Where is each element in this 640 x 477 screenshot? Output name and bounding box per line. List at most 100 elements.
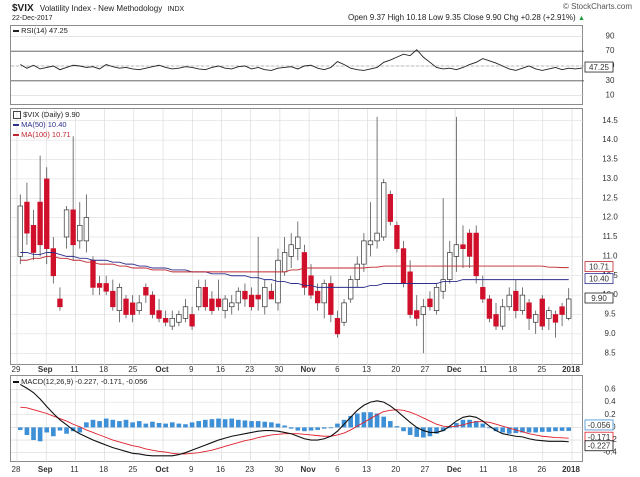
rsi-legend-icon — [13, 30, 19, 33]
price-panel — [10, 108, 584, 366]
price-ytick-label: 8.5 — [604, 348, 616, 357]
price-ytick-label: 14.5 — [602, 116, 618, 125]
candle-down — [209, 298, 215, 311]
price-ytick-label: 13.0 — [602, 174, 618, 183]
candle-down — [268, 290, 275, 300]
macd-panel — [10, 375, 584, 463]
macd-histogram-bar — [321, 427, 327, 429]
candle-down — [414, 310, 420, 319]
macd-histogram-bar — [454, 422, 459, 428]
candle-down — [90, 259, 96, 288]
macd-histogram-bar — [196, 421, 202, 428]
candle-up — [420, 306, 427, 315]
ohlc-quote: Open 9.37 High 10.18 Low 9.35 Close 9.90… — [348, 13, 576, 22]
macd-histogram-bar — [163, 423, 168, 428]
candle-up — [546, 310, 552, 319]
candle-up — [83, 217, 90, 242]
macd-value-tag: -0.171 — [588, 433, 611, 442]
candle-down — [486, 298, 493, 319]
macd-histogram-bar — [216, 418, 221, 428]
candle-up — [17, 205, 23, 257]
macd-line — [20, 383, 569, 457]
macd-histogram-bar — [288, 427, 294, 429]
candle-down — [539, 298, 545, 327]
macd-histogram-bar — [526, 427, 532, 433]
macd-histogram-bar — [229, 418, 235, 428]
macd-histogram-bar — [44, 427, 50, 433]
rsi-value-tag-box — [584, 61, 614, 73]
candle-up — [532, 314, 539, 323]
macd-histogram-bar — [156, 422, 162, 428]
candle-down — [526, 302, 532, 319]
macd-histogram-bar — [275, 423, 281, 428]
macd-histogram-bar — [130, 422, 135, 428]
macd-histogram-bar — [328, 427, 334, 429]
macd-histogram-bar — [31, 427, 36, 441]
macd-histogram-bar — [394, 426, 400, 428]
candle-down — [162, 318, 169, 323]
price-xtick-label: Oct — [155, 365, 169, 374]
candle-up — [374, 232, 380, 242]
candle-down — [30, 225, 37, 253]
candle-down — [189, 314, 195, 327]
candle-up — [347, 279, 354, 300]
macd-histogram-bar — [381, 416, 387, 428]
watermark: © StockCharts.com — [562, 2, 632, 11]
macd-histogram-bar — [473, 421, 479, 428]
macd-histogram-bar — [84, 422, 89, 428]
macd-signal-line — [20, 406, 569, 455]
ma100-legend-icon — [13, 134, 19, 137]
candle-down — [50, 248, 57, 277]
candle-up — [169, 318, 175, 327]
macd-xtick-label: 9 — [189, 465, 194, 474]
price-xtick-label: 13 — [362, 365, 371, 374]
index-name: Volatility Index - New Methodology — [39, 4, 163, 13]
candle-down — [248, 294, 255, 308]
macd-histogram-bar — [480, 423, 486, 428]
up-arrow-icon: ▲ — [577, 15, 585, 22]
candle-up — [499, 306, 506, 327]
macd-histogram-bar — [64, 427, 69, 434]
macd-chart — [11, 376, 584, 463]
macd-legend: MACD(12,26,9) -0.227, -0.171, -0.056 — [13, 377, 147, 386]
macd-histogram-bar — [143, 423, 149, 428]
macd-histogram-bar — [269, 422, 274, 428]
price-value-tag: 10.40 — [589, 275, 610, 284]
price-value-tag: 10.71 — [589, 263, 610, 272]
candle-up — [116, 287, 123, 311]
price-xtick-label: 11 — [70, 365, 79, 374]
macd-xtick-label: Sep — [38, 465, 53, 474]
price-xtick-label: 30 — [274, 365, 283, 374]
macd-histogram-bar — [354, 413, 360, 428]
price-xtick-label: 20 — [391, 365, 400, 374]
macd-histogram-bar — [249, 421, 254, 428]
macd-histogram-bar — [308, 427, 314, 431]
macd-ytick-label: 0.4 — [604, 397, 616, 406]
macd-histogram-bar — [434, 427, 439, 434]
macd-xtick-label: 25 — [128, 465, 137, 474]
macd-histogram-bar — [255, 421, 261, 428]
price-value-tag-box — [584, 292, 614, 304]
candle-down — [143, 287, 149, 296]
candle-down — [110, 290, 116, 308]
candle-up — [354, 263, 360, 280]
price-xtick-label: 23 — [245, 365, 254, 374]
candle-up — [222, 298, 228, 311]
candle-down — [466, 232, 473, 257]
rsi-line — [20, 49, 582, 71]
candle-up — [262, 287, 268, 308]
ma100-legend-text: MA(100) 10.71 — [21, 130, 71, 139]
candle-up — [176, 314, 182, 323]
price-xtick-label: 6 — [335, 365, 340, 374]
price-chart — [11, 109, 584, 366]
macd-histogram-bar — [150, 421, 155, 428]
macd-histogram-bar — [506, 427, 512, 434]
macd-histogram-bar — [467, 419, 472, 428]
macd-histogram-bar — [553, 427, 558, 432]
candle-down — [149, 294, 156, 315]
candle-down — [103, 283, 109, 292]
price-ytick-label: 9.5 — [604, 310, 616, 319]
price-xtick-label: 11 — [479, 365, 488, 374]
macd-xtick-label: 13 — [362, 465, 371, 474]
macd-value-tag-box — [584, 440, 614, 452]
